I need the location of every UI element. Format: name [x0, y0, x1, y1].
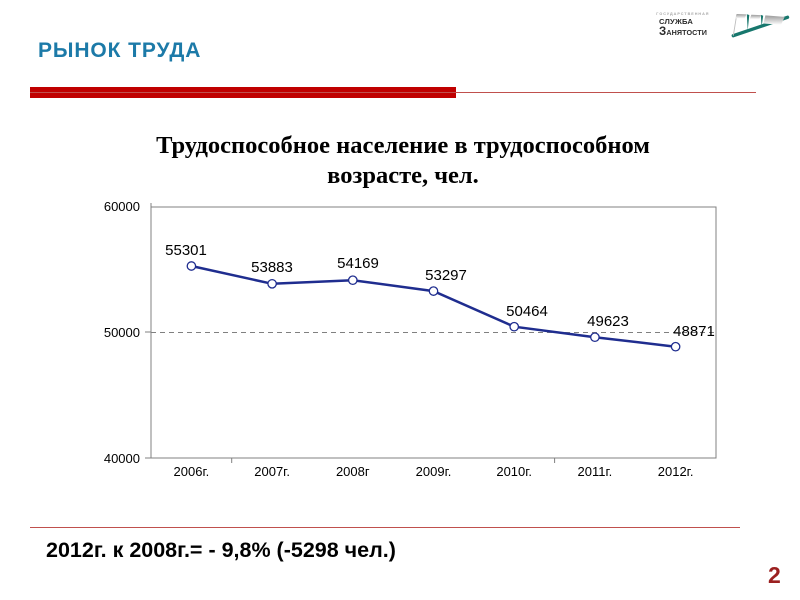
svg-text:Трудоспособное население в тру: Трудоспособное население в трудоспособно…	[156, 132, 650, 159]
svg-text:2011г.: 2011г.	[578, 464, 613, 479]
svg-text:2006г.: 2006г.	[174, 464, 210, 479]
svg-text:48871: 48871	[673, 323, 715, 340]
svg-text:55301: 55301	[165, 242, 207, 259]
svg-text:2007г.: 2007г.	[254, 464, 290, 479]
svg-text:возрасте, чел.: возрасте, чел.	[327, 162, 479, 189]
svg-text:49623: 49623	[587, 313, 629, 330]
svg-text:50464: 50464	[506, 303, 548, 320]
svg-text:40000: 40000	[104, 451, 140, 466]
svg-text:50000: 50000	[104, 325, 140, 340]
svg-text:53297: 53297	[425, 267, 467, 284]
svg-text:2010г.: 2010г.	[496, 464, 532, 479]
svg-text:53883: 53883	[251, 259, 293, 276]
svg-text:2009г.: 2009г.	[416, 464, 452, 479]
svg-text:60000: 60000	[104, 199, 140, 214]
svg-text:2012г.: 2012г.	[658, 464, 694, 479]
svg-text:2008г: 2008г	[336, 464, 370, 479]
svg-text:54169: 54169	[337, 255, 379, 272]
